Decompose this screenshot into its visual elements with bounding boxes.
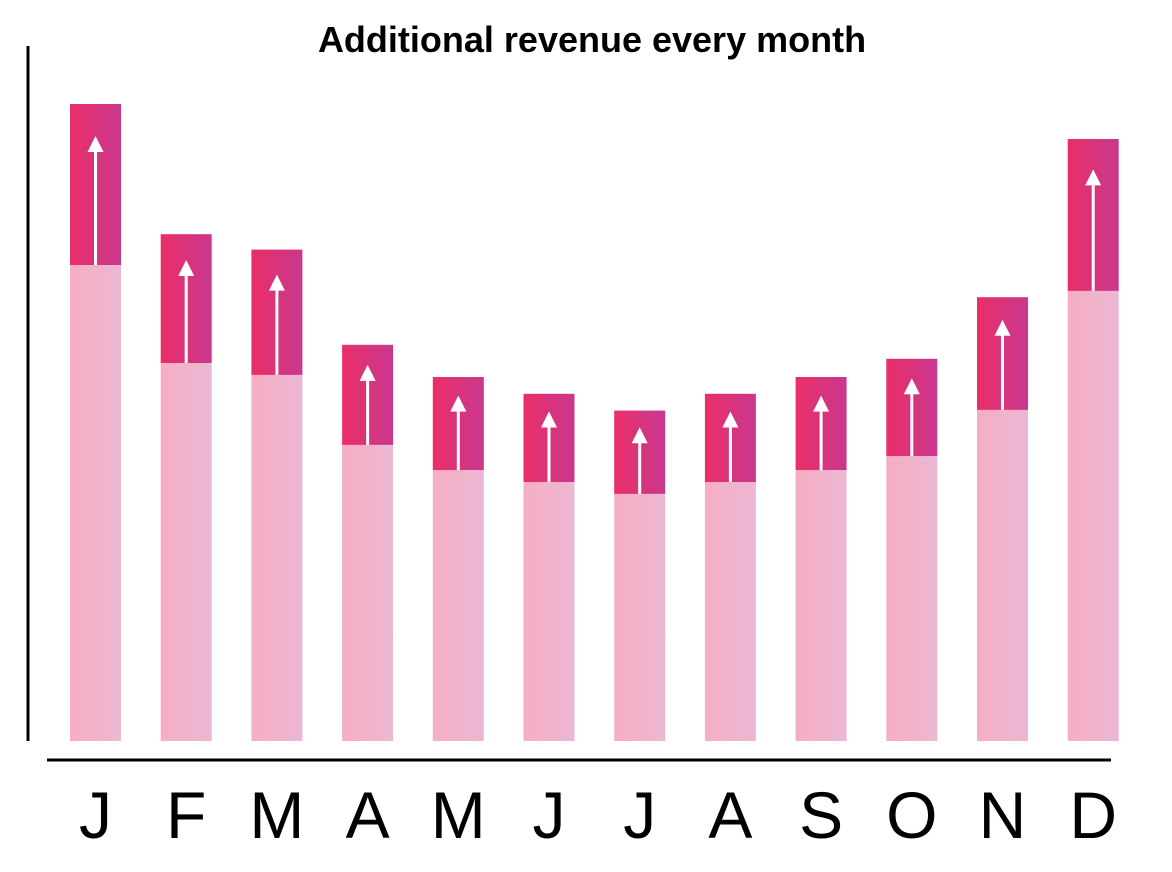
bar-base-7 <box>704 482 756 741</box>
bar-base-6 <box>614 493 666 741</box>
x-tick-label-5: J <box>533 778 566 852</box>
arrow-head-9 <box>903 378 920 395</box>
x-tick-label-11: D <box>1069 778 1117 852</box>
bar-base-0 <box>70 265 121 741</box>
x-tick-label-0: J <box>79 778 112 852</box>
bar-base-4 <box>432 470 484 741</box>
arrow-head-10 <box>994 319 1011 336</box>
bars <box>70 104 1119 741</box>
arrow-head-1 <box>178 259 195 276</box>
x-tick-label-7: A <box>708 778 752 852</box>
bar-base-8 <box>795 470 847 741</box>
x-tick-label-1: F <box>166 778 206 852</box>
x-tick-label-10: N <box>979 778 1027 852</box>
arrow-head-5 <box>541 411 557 428</box>
bar-base-9 <box>886 456 938 741</box>
bar-base-11 <box>1067 290 1119 741</box>
chart-title: Additional revenue every month <box>318 19 866 60</box>
x-tick-label-8: S <box>799 778 843 852</box>
arrow-head-3 <box>359 364 376 381</box>
x-tick-label-9: O <box>886 778 937 852</box>
arrow-head-0 <box>87 136 104 152</box>
arrow-head-2 <box>268 274 285 291</box>
x-tick-label-2: M <box>249 778 304 852</box>
arrow-head-11 <box>1085 169 1102 186</box>
bar-base-10 <box>977 409 1028 741</box>
x-tick-label-6: J <box>623 778 656 852</box>
arrow-head-4 <box>450 395 467 412</box>
x-tick-label-3: A <box>346 778 390 852</box>
bar-base-5 <box>523 482 575 741</box>
arrow-head-7 <box>722 411 739 428</box>
bar-base-3 <box>342 444 394 741</box>
x-tick-label-4: M <box>431 778 486 852</box>
bar-base-1 <box>160 363 212 741</box>
bar-base-2 <box>251 374 303 741</box>
arrow-head-8 <box>813 395 830 412</box>
arrow-head-6 <box>631 427 648 444</box>
